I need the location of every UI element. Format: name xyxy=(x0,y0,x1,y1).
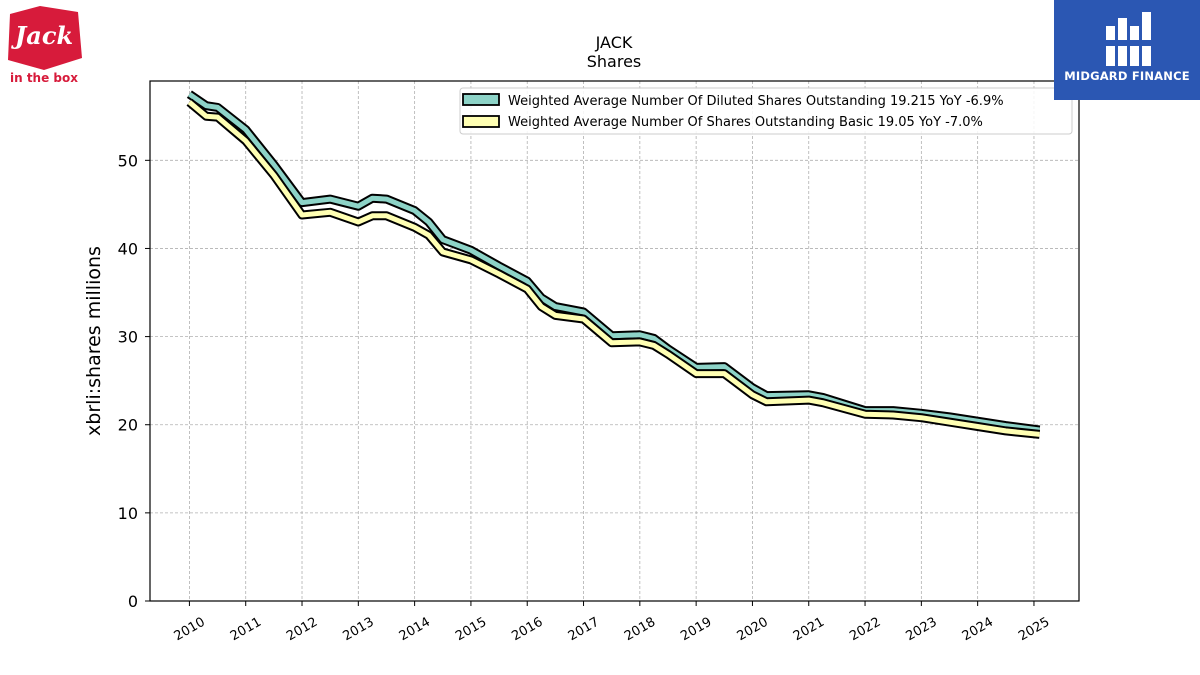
legend-swatch-basic xyxy=(462,115,500,128)
y-tick-label: 10 xyxy=(118,504,138,523)
jack-in-the-box-logo: Jack in the box xyxy=(0,0,90,90)
x-tick-label: 2023 xyxy=(904,615,940,645)
x-tick-label: 2025 xyxy=(1016,615,1052,645)
midgard-brand-text: MIDGARD FINANCE xyxy=(1064,69,1190,83)
x-tick-label: 2014 xyxy=(397,615,433,645)
x-tick-label: 2022 xyxy=(847,615,883,645)
y-tick-label: 50 xyxy=(118,151,138,170)
legend-swatch-diluted xyxy=(462,93,500,106)
chart-title: JACK xyxy=(595,33,633,52)
x-tick-label: 2019 xyxy=(678,615,714,645)
x-tick-label: 2012 xyxy=(284,615,320,645)
axes xyxy=(149,80,1080,602)
y-tick-label: 0 xyxy=(128,592,138,611)
x-tick-label: 2013 xyxy=(340,615,376,645)
x-tick-label: 2020 xyxy=(735,615,771,645)
logo-sub: in the box xyxy=(10,71,78,85)
legend-label-diluted: Weighted Average Number Of Diluted Share… xyxy=(508,94,1004,109)
diluted-shares-line xyxy=(187,92,1040,433)
x-tick-label: 2010 xyxy=(172,615,208,645)
legend-box xyxy=(459,87,1073,135)
x-tick-label: 2024 xyxy=(960,615,996,645)
x-tick-label: 2018 xyxy=(622,615,658,645)
y-tick-label: 20 xyxy=(118,416,138,435)
grid xyxy=(150,81,1079,601)
x-tick-label: 2011 xyxy=(228,615,264,645)
x-tick-label: 2015 xyxy=(453,615,489,645)
logo-word: Jack xyxy=(11,21,73,50)
basic-shares-outline xyxy=(186,98,1041,439)
legend-label-basic: Weighted Average Number Of Shares Outsta… xyxy=(508,115,983,130)
x-tick-label: 2016 xyxy=(509,615,545,645)
series-layer xyxy=(186,90,1041,439)
legend: Weighted Average Number Of Diluted Share… xyxy=(459,87,1073,135)
plot-frame xyxy=(149,80,1080,602)
diluted-shares-outline xyxy=(186,90,1041,435)
y-tick-label: 30 xyxy=(118,328,138,347)
basic-shares-line xyxy=(187,100,1040,437)
ticks: 0 10 20 30 40 50 2010 2011 2012 2013 2014 2015 2016 2… xyxy=(118,151,1053,644)
x-tick-label: 2021 xyxy=(791,615,827,645)
y-tick-label: 40 xyxy=(118,239,138,258)
y-axis-label: xbrli:shares millions xyxy=(83,246,105,436)
chart-subtitle: Shares xyxy=(587,52,642,71)
x-tick-label: 2017 xyxy=(566,615,602,645)
midgard-finance-logo: MIDGARD FINANCE xyxy=(1054,0,1200,100)
